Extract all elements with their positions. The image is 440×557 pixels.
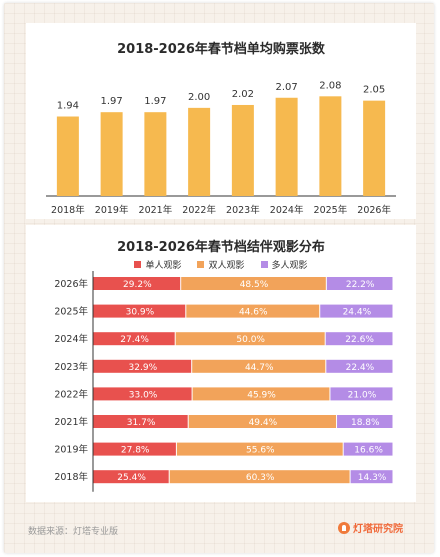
tickets-value-label: 1.94	[57, 101, 79, 112]
tickets-tick-label: 2019年	[95, 204, 129, 216]
group-data-label: 50.0%	[236, 335, 265, 345]
tickets-tick-label: 2025年	[314, 204, 348, 216]
brand-logo: 灯塔研究院	[338, 520, 403, 535]
group-data-label: 16.6%	[354, 446, 383, 456]
group-data-label: 49.4%	[249, 418, 278, 428]
group-data-label: 27.4%	[120, 335, 149, 345]
tickets-bar-chart: 1.94 2018年 1.97 2019年 1.97 2021年 2.00 2022年 2.02…	[26, 23, 416, 219]
group-data-label: 32.9%	[129, 363, 158, 373]
lighthouse-icon	[338, 522, 350, 534]
tickets-tick-label: 2026年	[357, 204, 391, 216]
group-data-label: 29.2%	[123, 280, 152, 290]
tickets-tick-label: 2022年	[182, 204, 216, 216]
group-stacked-bar-chart: 2026年 29.2% 48.5% 22.2% 2025年 30.9% 44.6% 24.4%…	[26, 225, 416, 502]
tickets-bar	[319, 96, 341, 196]
tickets-value-label: 1.97	[100, 96, 122, 107]
group-tick-label: 2021年	[54, 416, 88, 428]
group-data-label: 22.4%	[346, 363, 375, 373]
tickets-per-order-panel: 2018-2026年春节档单均购票张数 1.94 2018年 1.97 2019年 1.…	[26, 23, 416, 219]
group-data-label: 24.4%	[343, 308, 372, 318]
tickets-value-label: 2.00	[188, 92, 210, 103]
group-data-label: 44.6%	[239, 308, 268, 318]
tickets-tick-label: 2021年	[139, 204, 173, 216]
group-tick-label: 2022年	[54, 388, 88, 400]
group-data-label: 27.8%	[121, 446, 150, 456]
group-data-label: 22.2%	[346, 280, 375, 290]
group-tick-label: 2019年	[54, 444, 88, 456]
group-data-label: 55.6%	[246, 446, 275, 456]
group-data-label: 60.3%	[246, 473, 275, 483]
tickets-bar	[101, 112, 123, 196]
tickets-bar	[363, 101, 385, 196]
tickets-tick-label: 2023年	[226, 204, 260, 216]
group-tick-label: 2024年	[54, 333, 88, 345]
group-data-label: 45.9%	[247, 390, 276, 400]
group-data-label: 30.9%	[126, 308, 155, 318]
group-data-label: 21.0%	[348, 390, 377, 400]
group-tick-label: 2026年	[54, 278, 88, 290]
infographic-card: 2018-2026年春节档单均购票张数 1.94 2018年 1.97 2019年 1.…	[4, 3, 434, 553]
group-data-label: 33.0%	[129, 390, 158, 400]
group-data-label: 18.8%	[351, 418, 380, 428]
tickets-tick-label: 2024年	[270, 204, 304, 216]
group-data-label: 22.6%	[345, 335, 374, 345]
brand-name: 灯塔研究院	[353, 520, 403, 535]
tickets-value-label: 2.05	[363, 85, 385, 96]
group-data-label: 14.3%	[358, 473, 387, 483]
group-data-label: 31.7%	[127, 418, 156, 428]
tickets-value-label: 2.07	[275, 82, 297, 93]
tickets-tick-label: 2018年	[51, 204, 85, 216]
group-tick-label: 2018年	[54, 471, 88, 483]
tickets-value-label: 2.08	[319, 80, 341, 91]
tickets-bar	[188, 108, 210, 196]
tickets-value-label: 2.02	[232, 89, 254, 100]
group-tick-label: 2023年	[54, 361, 88, 373]
tickets-bar	[276, 98, 298, 196]
tickets-bar	[232, 105, 254, 196]
group-data-label: 25.4%	[117, 473, 146, 483]
group-data-label: 48.5%	[240, 280, 269, 290]
group-viewing-panel: 2018-2026年春节档结伴观影分布 单人观影 双人观影 多人观影 2026年…	[26, 225, 416, 502]
group-data-label: 44.7%	[245, 363, 274, 373]
group-tick-label: 2025年	[54, 306, 88, 318]
data-source-note: 数据来源：灯塔专业版	[28, 524, 118, 537]
tickets-value-label: 1.97	[144, 96, 166, 107]
tickets-bar	[57, 117, 79, 196]
tickets-bar	[144, 112, 166, 196]
